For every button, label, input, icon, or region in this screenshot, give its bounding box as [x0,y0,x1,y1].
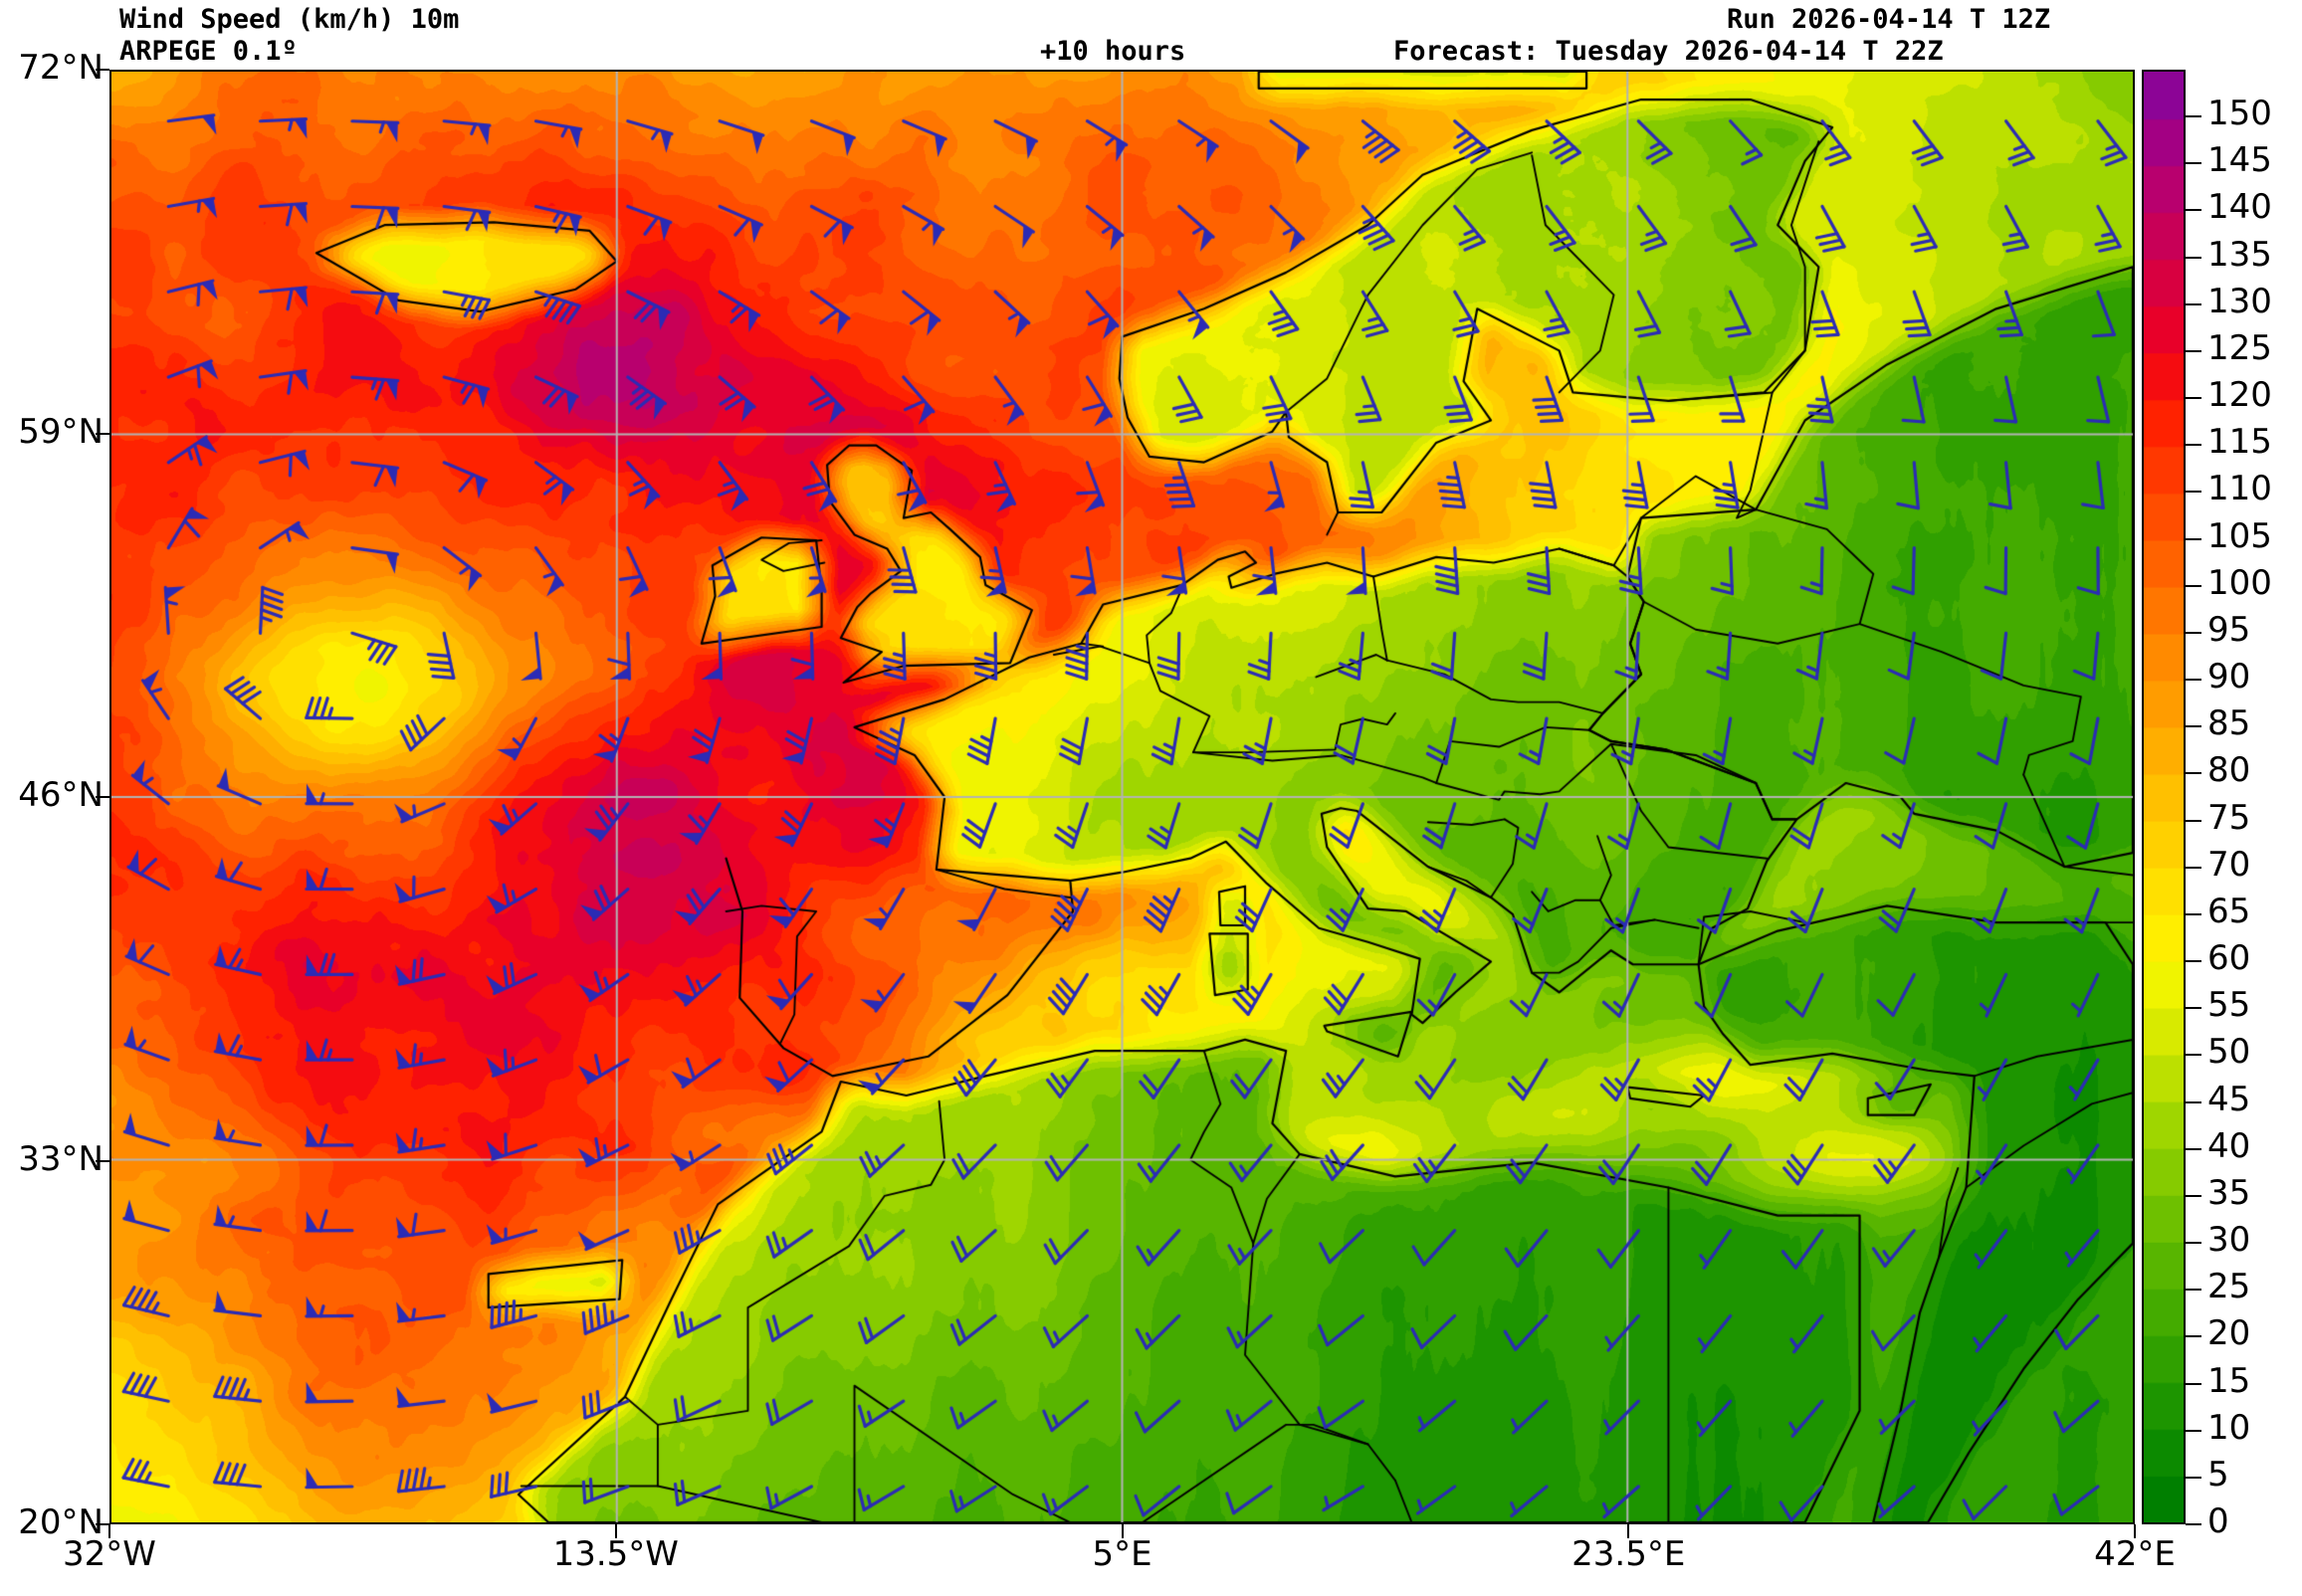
colorbar-label-95: 95 [2207,609,2251,650]
colorbar-tick-55 [2186,1007,2201,1010]
y-tick-label-0: 72°N [18,48,104,88]
colorbar-tick-115 [2186,444,2201,447]
colorbar-gradient [2144,72,2184,1522]
y-tick-mark-4 [96,1523,109,1525]
colorbar-label-10: 10 [2207,1407,2251,1448]
colorbar-tick-45 [2186,1100,2201,1103]
colorbar-tick-130 [2186,302,2201,305]
x-tick-mark-1 [614,1524,617,1538]
lead-time-label: +10 hours [1040,36,1186,67]
colorbar-tick-150 [2186,115,2201,118]
colorbar-tick-135 [2186,256,2201,259]
colorbar-label-130: 130 [2207,281,2272,321]
x-tick-label-1: 13.5°W [552,1534,679,1574]
colorbar-tick-70 [2186,866,2201,869]
colorbar-label-5: 5 [2207,1454,2229,1495]
colorbar-tick-60 [2186,960,2201,963]
colorbar-tick-30 [2186,1242,2201,1245]
colorbar-tick-95 [2186,631,2201,634]
x-tick-mark-0 [108,1524,110,1538]
colorbar-label-50: 50 [2207,1032,2251,1073]
y-tick-label-2: 46°N [18,775,104,815]
colorbar-label-145: 145 [2207,140,2272,181]
colorbar-label-55: 55 [2207,985,2251,1026]
x-tick-mark-2 [1121,1524,1124,1538]
colorbar-label-115: 115 [2207,422,2272,463]
colorbar-label-80: 80 [2207,750,2251,791]
x-tick-label-2: 5°E [1092,1534,1152,1574]
y-tick-label-3: 33°N [18,1138,104,1179]
colorbar-label-110: 110 [2207,469,2272,509]
y-tick-mark-3 [96,1159,109,1162]
run-label: Run 2026-04-14 T 12Z [1727,4,2051,35]
colorbar-label-105: 105 [2207,515,2272,556]
colorbar-tick-85 [2186,725,2201,728]
colorbar-label-150: 150 [2207,94,2272,134]
colorbar-label-65: 65 [2207,891,2251,931]
colorbar-label-25: 25 [2207,1267,2251,1307]
colorbar-tick-100 [2186,584,2201,587]
coastlines-barbs-gridlines-overlay [111,72,2133,1522]
colorbar-tick-75 [2186,819,2201,822]
colorbar-label-85: 85 [2207,703,2251,744]
colorbar-tick-15 [2186,1382,2201,1385]
colorbar-label-20: 20 [2207,1313,2251,1354]
colorbar-label-125: 125 [2207,327,2272,368]
figure-title: Wind Speed (km/h) 10m [119,4,460,35]
colorbar-label-70: 70 [2207,844,2251,885]
colorbar-tick-145 [2186,162,2201,165]
x-tick-mark-3 [1627,1524,1630,1538]
colorbar-label-15: 15 [2207,1360,2251,1401]
colorbar-label-0: 0 [2207,1501,2229,1541]
colorbar-tick-25 [2186,1289,2201,1292]
colorbar-label-75: 75 [2207,797,2251,838]
colorbar-tick-105 [2186,537,2201,540]
model-label: ARPEGE 0.1º [119,36,298,67]
colorbar-tick-80 [2186,772,2201,775]
colorbar-tick-140 [2186,209,2201,212]
colorbar-tick-5 [2186,1476,2201,1479]
x-tick-label-3: 23.5°E [1571,1534,1686,1574]
map-plot-area [109,70,2135,1524]
colorbar-label-30: 30 [2207,1220,2251,1261]
colorbar-label-60: 60 [2207,938,2251,979]
forecast-valid-label: Forecast: Tuesday 2026-04-14 T 22Z [1393,36,1944,67]
colorbar-tick-125 [2186,349,2201,352]
colorbar-label-140: 140 [2207,187,2272,228]
colorbar-label-120: 120 [2207,375,2272,416]
colorbar-tick-120 [2186,397,2201,400]
colorbar-tick-50 [2186,1054,2201,1057]
x-tick-label-0: 32°W [63,1534,156,1574]
x-tick-label-4: 42°E [2094,1534,2176,1574]
y-tick-label-1: 59°N [18,411,104,452]
colorbar [2142,70,2186,1524]
colorbar-tick-40 [2186,1147,2201,1150]
colorbar-tick-35 [2186,1194,2201,1197]
colorbar-label-35: 35 [2207,1172,2251,1213]
y-tick-mark-1 [96,432,109,435]
colorbar-label-135: 135 [2207,234,2272,275]
colorbar-label-100: 100 [2207,562,2272,603]
x-tick-mark-4 [2134,1524,2136,1538]
colorbar-label-40: 40 [2207,1125,2251,1166]
y-tick-mark-2 [96,796,109,798]
colorbar-tick-20 [2186,1335,2201,1338]
colorbar-tick-10 [2186,1429,2201,1432]
colorbar-tick-65 [2186,912,2201,915]
colorbar-tick-110 [2186,491,2201,494]
colorbar-label-45: 45 [2207,1079,2251,1119]
y-tick-mark-0 [96,69,109,71]
colorbar-label-90: 90 [2207,657,2251,698]
colorbar-tick-90 [2186,679,2201,682]
y-tick-label-4: 20°N [18,1502,104,1542]
colorbar-tick-0 [2186,1523,2201,1525]
